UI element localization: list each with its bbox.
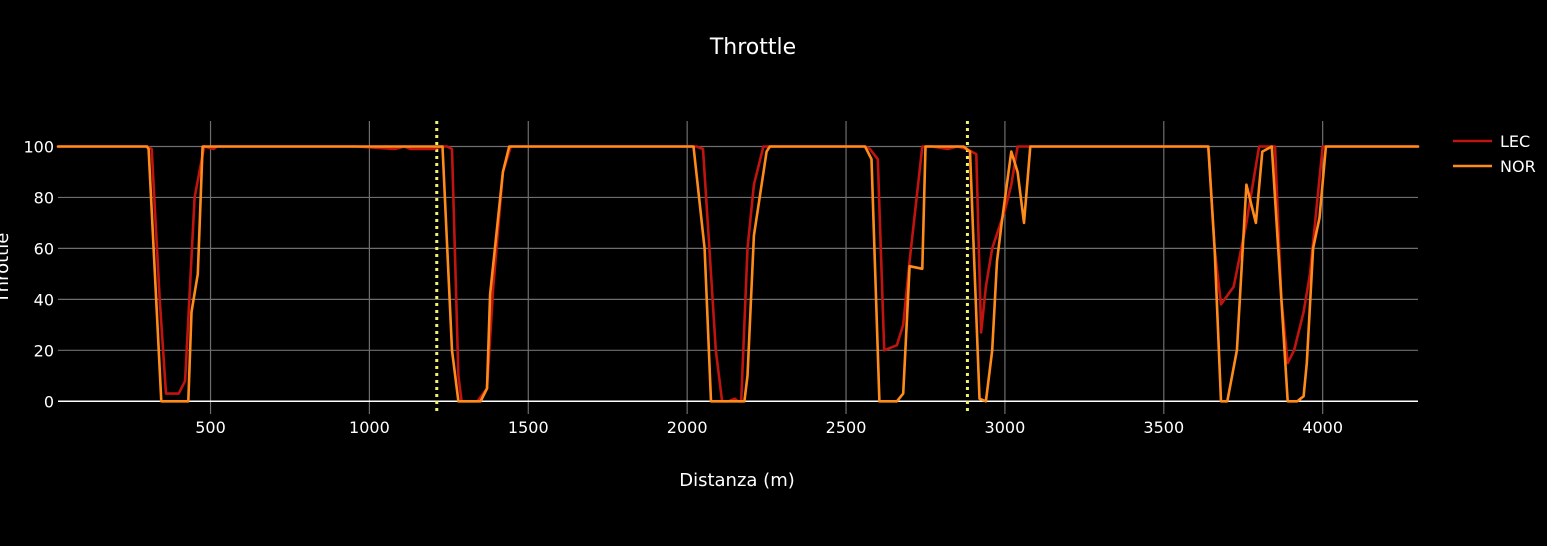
series-line-nor: [56, 145, 1420, 403]
x-tick-label: 3000: [985, 418, 1026, 437]
y-tick-label: 0: [44, 392, 54, 411]
legend-label-nor: NOR: [1500, 157, 1536, 176]
y-tick-label: 40: [34, 290, 54, 309]
x-tick-label: 500: [195, 418, 226, 437]
x-tick-label: 2000: [667, 418, 708, 437]
x-tick-label: 4000: [1302, 418, 1343, 437]
x-gridlines: [209, 121, 1324, 414]
y-tick-label: 60: [34, 239, 54, 258]
x-axis-title: Distanza (m): [679, 470, 795, 491]
x-tick-labels: 500 1000 1500 2000 2500 3000 3500 4000: [195, 418, 1343, 437]
y-tick-label: 80: [34, 188, 54, 207]
y-axis-title: Throttle: [0, 233, 13, 305]
x-tick-label: 1500: [508, 418, 549, 437]
y-tick-labels: 0 20 40 60 80 100: [23, 137, 54, 411]
x-tick-label: 2500: [826, 418, 867, 437]
y-tick-label: 100: [23, 137, 54, 156]
x-tick-label: 1000: [349, 418, 390, 437]
legend: LEC NOR: [1453, 132, 1536, 176]
legend-label-lec: LEC: [1500, 132, 1530, 151]
y-tick-label: 20: [34, 341, 54, 360]
series-layer: [56, 145, 1420, 403]
chart-title: Throttle: [709, 35, 796, 60]
x-tick-label: 3500: [1143, 418, 1184, 437]
